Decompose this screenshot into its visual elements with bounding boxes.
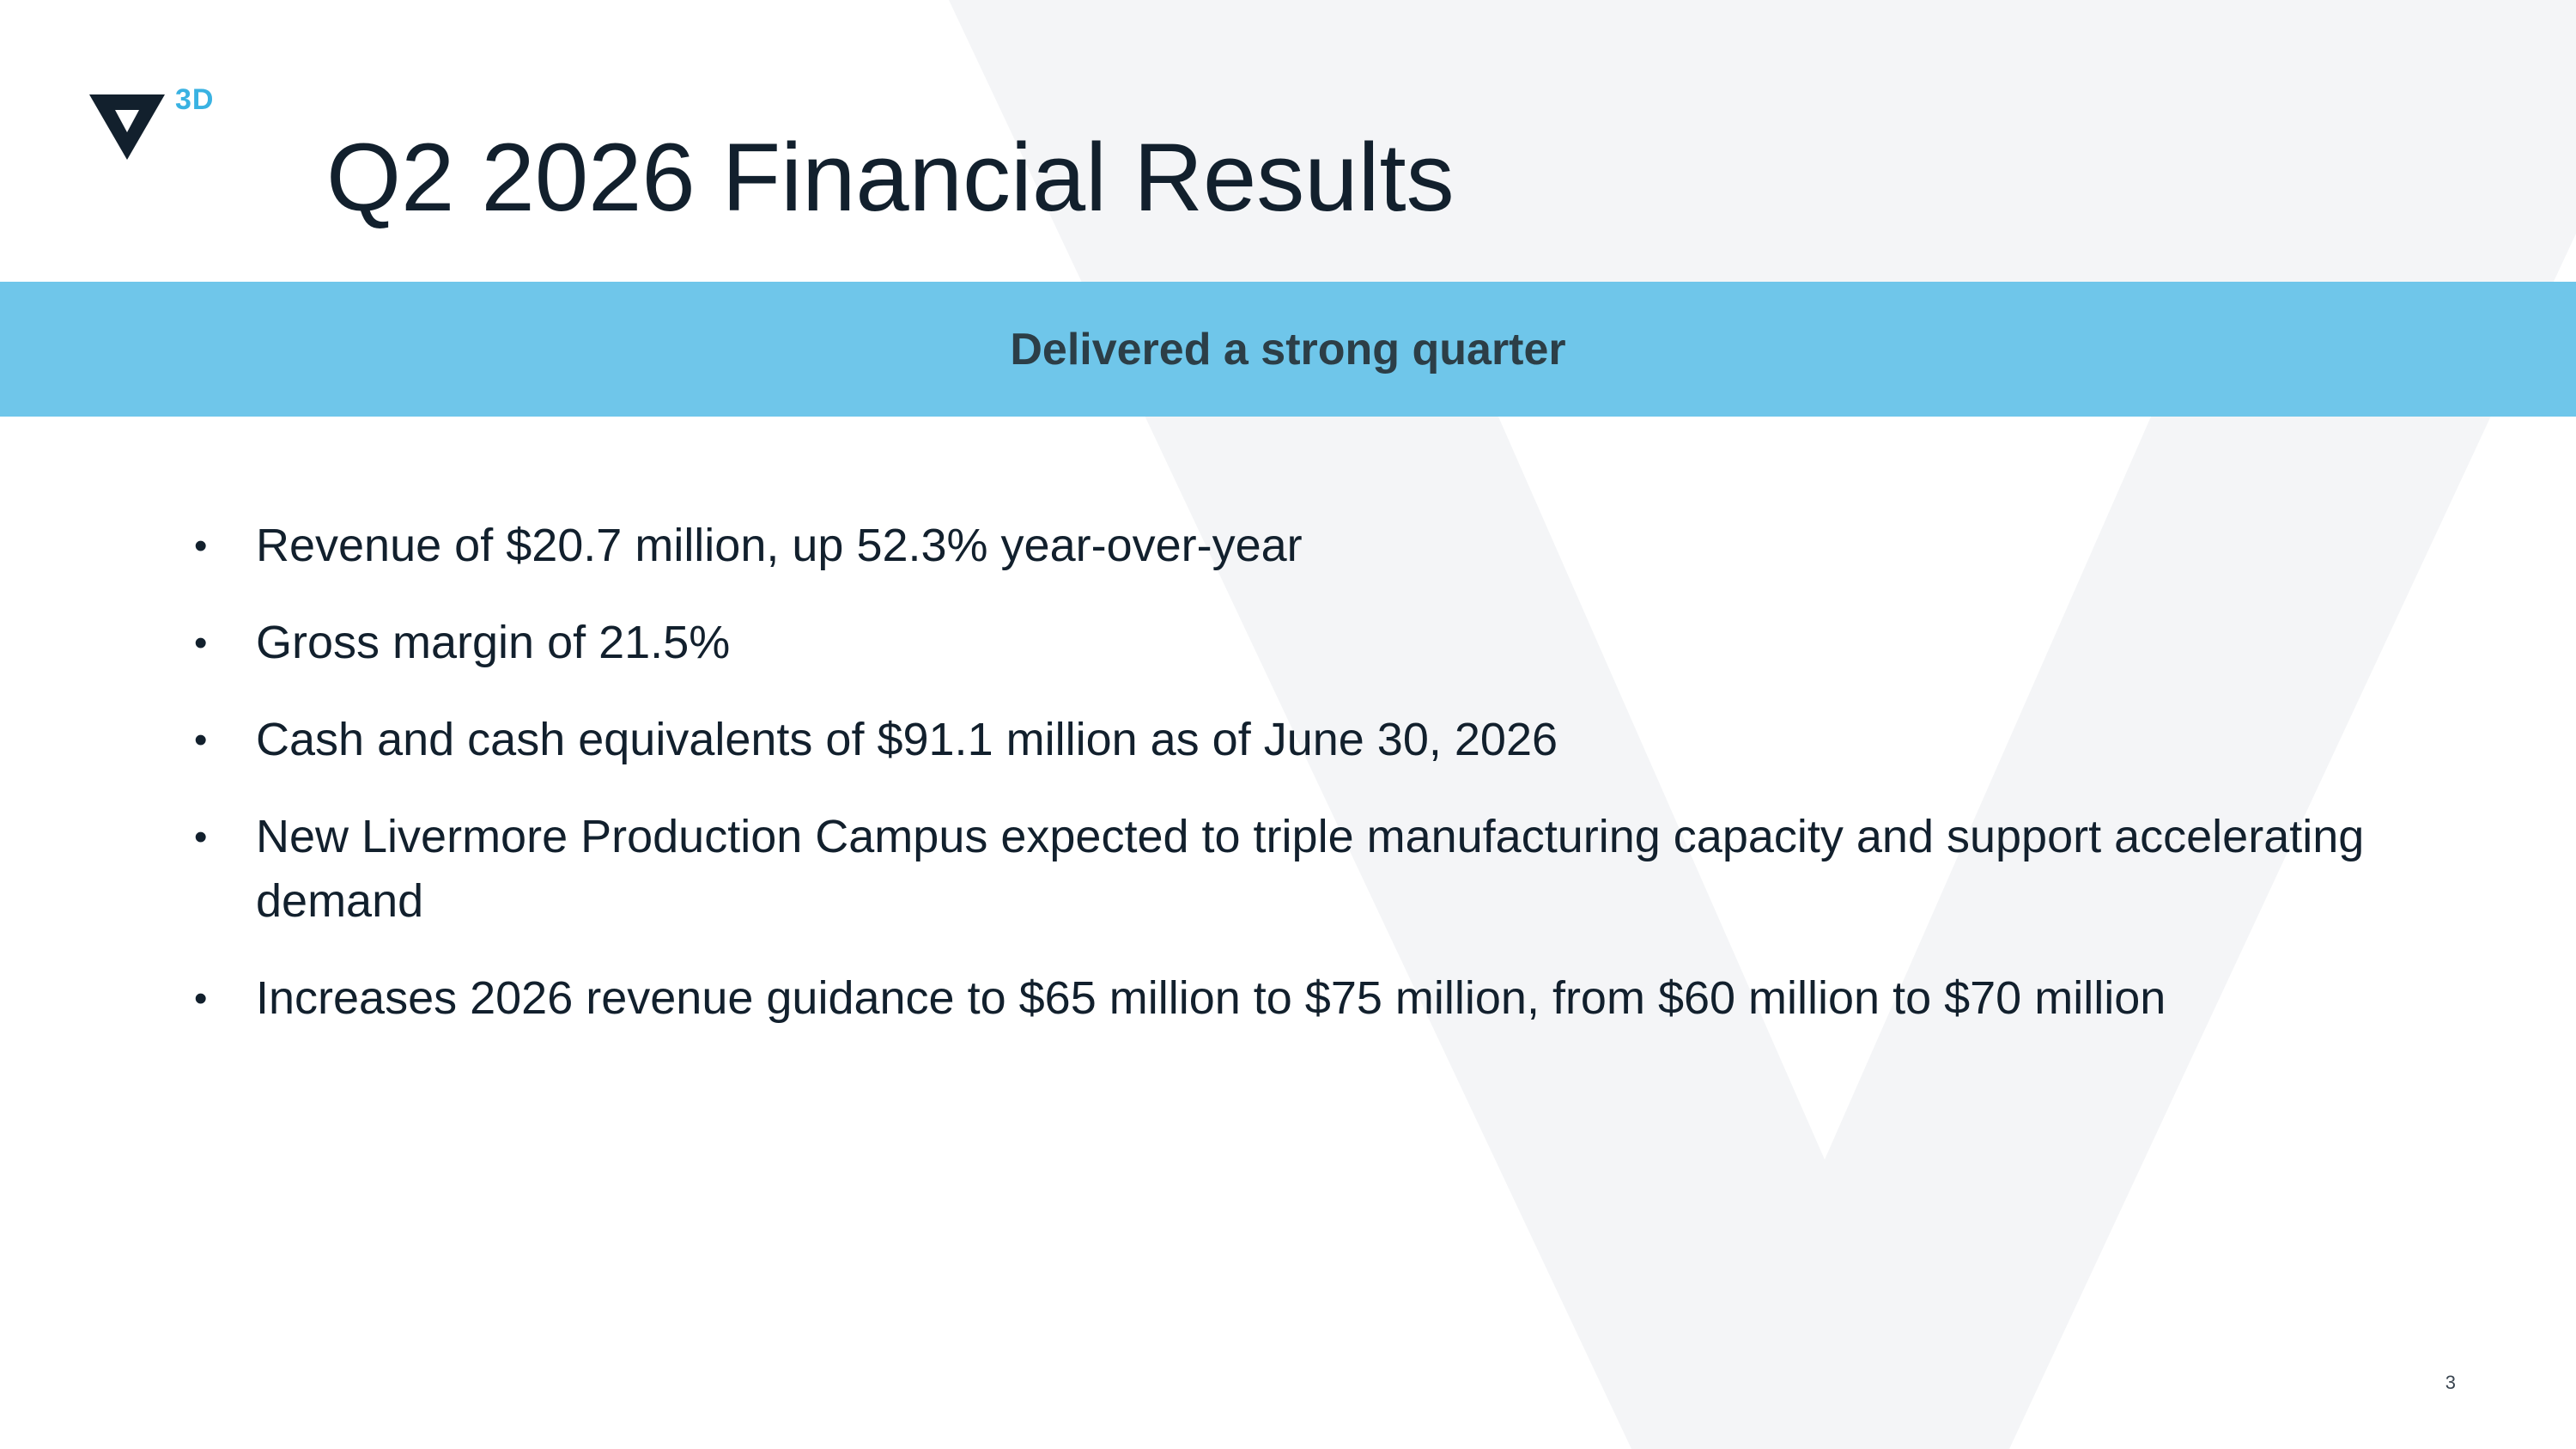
bullet-item: • Gross margin of 21.5% <box>191 611 2389 675</box>
v-watermark-notch <box>1498 417 2151 1160</box>
page-number: 3 <box>2445 1372 2456 1393</box>
bullet-marker: • <box>194 525 208 567</box>
bullet-text: New Livermore Production Campus expected… <box>256 811 2365 927</box>
bullet-text: Revenue of $20.7 million, up 52.3% year-… <box>256 520 1303 571</box>
bullet-item: • Increases 2026 revenue guidance to $65… <box>191 966 2389 1031</box>
bullet-item: • New Livermore Production Campus expect… <box>191 805 2389 934</box>
bullet-marker: • <box>194 622 208 664</box>
bullet-item: • Cash and cash equivalents of $91.1 mil… <box>191 708 2389 772</box>
bullet-marker: • <box>194 977 208 1020</box>
v-chevron-icon <box>89 94 165 160</box>
bullet-text: Cash and cash equivalents of $91.1 milli… <box>256 714 1558 765</box>
company-logo: 3D <box>89 82 244 168</box>
bullet-text: Gross margin of 21.5% <box>256 617 731 668</box>
bullet-marker: • <box>194 816 208 858</box>
bullet-marker: • <box>194 719 208 761</box>
bullet-item: • Revenue of $20.7 million, up 52.3% yea… <box>191 514 2389 578</box>
banner: Delivered a strong quarter <box>0 282 2576 417</box>
page-title: Q2 2026 Financial Results <box>326 124 1455 232</box>
bullet-text: Increases 2026 revenue guidance to $65 m… <box>256 972 2166 1024</box>
logo-text: 3D <box>175 83 215 116</box>
banner-text: Delivered a strong quarter <box>1010 324 1566 374</box>
bullet-list: • Revenue of $20.7 million, up 52.3% yea… <box>191 514 2389 1063</box>
